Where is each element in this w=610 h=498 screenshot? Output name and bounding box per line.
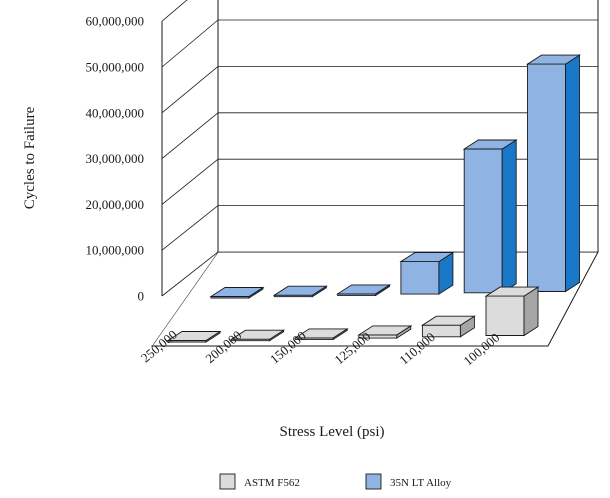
y-tick-label: 60,000,000 bbox=[86, 14, 145, 29]
bar-side bbox=[501, 139, 517, 294]
bar-top bbox=[484, 286, 540, 297]
bar-top bbox=[462, 139, 518, 150]
bar-side bbox=[565, 54, 580, 293]
bar bbox=[420, 315, 476, 338]
y-tick-label: 10,000,000 bbox=[86, 243, 145, 258]
bar-front bbox=[463, 148, 503, 294]
bar-top bbox=[420, 315, 476, 326]
bar-top bbox=[399, 252, 455, 263]
legend-swatch bbox=[219, 473, 236, 490]
bar bbox=[209, 286, 265, 299]
bar bbox=[272, 285, 328, 298]
side-gridline bbox=[161, 112, 219, 159]
bar bbox=[357, 325, 413, 339]
y-tick-label: 20,000,000 bbox=[86, 197, 145, 212]
side-gridline bbox=[161, 0, 188, 22]
bar bbox=[462, 139, 518, 294]
side-wall bbox=[152, 0, 218, 346]
x-axis-title: Stress Level (psi) bbox=[280, 424, 385, 440]
side-gridline bbox=[161, 19, 219, 68]
y-tick-label: 40,000,000 bbox=[86, 105, 145, 120]
bar bbox=[525, 54, 582, 293]
bar bbox=[484, 286, 540, 337]
side-gridline bbox=[161, 158, 219, 205]
bar-top bbox=[357, 325, 413, 336]
bar-top bbox=[272, 285, 328, 296]
legend-label: 35N LT Alloy bbox=[390, 477, 452, 489]
bar-top bbox=[209, 287, 265, 297]
legend-label: ASTM F562 bbox=[244, 477, 300, 489]
y-tick-label: 50,000,000 bbox=[86, 60, 145, 75]
side-gridline bbox=[161, 205, 219, 251]
bar bbox=[166, 330, 222, 343]
bar-top bbox=[293, 328, 349, 339]
bar-front bbox=[400, 261, 440, 295]
bar-front bbox=[527, 63, 566, 292]
bar-top bbox=[525, 54, 582, 65]
bar-top bbox=[336, 284, 392, 295]
bar bbox=[230, 329, 286, 342]
bar-top bbox=[166, 331, 222, 341]
bar bbox=[336, 284, 392, 297]
bar-series bbox=[166, 54, 582, 343]
bar bbox=[399, 251, 455, 295]
y-tick-label: 30,000,000 bbox=[86, 151, 145, 166]
legend-swatch bbox=[365, 473, 382, 490]
side-gridline bbox=[161, 251, 219, 297]
y-axis-ticks: 0 10,000,000 20,000,000 30,000,000 40,000,00… bbox=[86, 14, 145, 304]
legend: ASTM F562 35N LT Alloy bbox=[219, 473, 452, 490]
y-tick-label: 0 bbox=[138, 289, 145, 304]
bar bbox=[293, 328, 349, 341]
bar-top bbox=[230, 329, 286, 340]
side-gridline bbox=[161, 66, 219, 114]
y-axis-title: Cycles to Failure bbox=[22, 106, 38, 209]
